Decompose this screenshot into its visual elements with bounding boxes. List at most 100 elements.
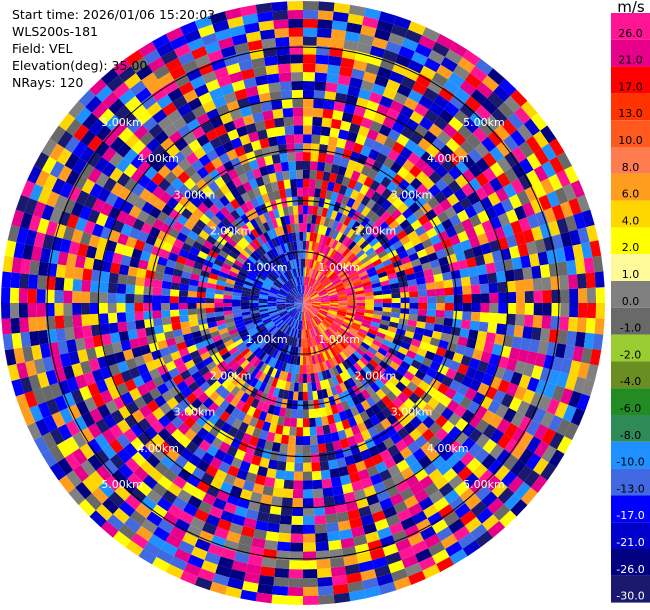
velocity-gate xyxy=(269,311,279,316)
velocity-gate xyxy=(277,532,291,543)
velocity-gate xyxy=(62,198,76,214)
velocity-gate xyxy=(310,143,320,153)
velocity-gate xyxy=(347,85,361,98)
velocity-gate xyxy=(45,369,59,386)
velocity-gate xyxy=(516,190,531,206)
velocity-gate xyxy=(438,504,455,520)
velocity-gate xyxy=(427,396,440,410)
velocity-gate xyxy=(408,570,426,585)
velocity-gate xyxy=(375,206,387,218)
velocity-gate xyxy=(480,351,492,364)
velocity-gate xyxy=(532,315,543,329)
velocity-gate xyxy=(104,475,121,492)
velocity-gate xyxy=(338,129,349,140)
velocity-gate xyxy=(543,354,555,370)
velocity-gate xyxy=(576,393,591,412)
velocity-gate xyxy=(303,436,311,446)
velocity-gate xyxy=(295,364,300,374)
velocity-gate xyxy=(112,58,131,76)
velocity-gate xyxy=(229,396,241,408)
velocity-gate xyxy=(325,236,332,247)
velocity-gate xyxy=(296,276,300,286)
velocity-gate xyxy=(279,288,289,295)
velocity-gate xyxy=(15,194,30,213)
velocity-gate xyxy=(371,160,383,173)
velocity-gate xyxy=(323,217,331,227)
velocity-gate xyxy=(385,267,396,276)
velocity-gate xyxy=(298,294,303,303)
velocity-gate xyxy=(419,65,437,80)
velocity-gate xyxy=(225,382,236,393)
velocity-gate xyxy=(362,338,373,347)
velocity-gate xyxy=(233,259,244,268)
velocity-gate xyxy=(303,303,311,308)
velocity-gate xyxy=(303,143,312,153)
velocity-gate xyxy=(186,344,198,354)
velocity-gate xyxy=(349,271,359,279)
velocity-gate xyxy=(153,271,164,281)
velocity-gate xyxy=(128,366,141,379)
velocity-gate xyxy=(332,182,342,194)
velocity-gate xyxy=(505,358,518,372)
velocity-gate xyxy=(141,518,158,534)
velocity-gate xyxy=(481,491,498,508)
velocity-gate xyxy=(271,218,279,229)
velocity-gate xyxy=(151,86,168,102)
velocity-gate xyxy=(280,263,287,273)
velocity-gate xyxy=(374,564,391,578)
velocity-gate xyxy=(286,296,295,301)
velocity-gate xyxy=(532,182,547,199)
velocity-gate xyxy=(391,173,404,186)
velocity-gate xyxy=(273,162,283,173)
velocity-gate xyxy=(303,303,305,312)
velocity-gate xyxy=(541,428,557,446)
velocity-gate xyxy=(286,316,293,325)
velocity-gate xyxy=(420,202,433,215)
velocity-gate xyxy=(129,257,140,268)
velocity-gate xyxy=(382,339,393,348)
velocity-gate xyxy=(144,214,157,227)
velocity-gate xyxy=(72,303,82,316)
velocity-gate xyxy=(260,289,270,294)
velocity-gate xyxy=(238,59,254,72)
velocity-gate xyxy=(314,81,327,91)
velocity-gate xyxy=(518,448,534,465)
velocity-gate xyxy=(454,87,471,103)
velocity-gate xyxy=(267,295,277,299)
range-ring xyxy=(97,97,509,509)
velocity-gate xyxy=(293,337,298,347)
velocity-gate xyxy=(303,418,310,428)
velocity-gate xyxy=(160,49,178,65)
velocity-gate xyxy=(365,385,376,397)
velocity-gate xyxy=(369,179,381,192)
velocity-gate xyxy=(422,27,441,42)
velocity-gate xyxy=(66,377,80,393)
velocity-gate xyxy=(270,358,278,368)
velocity-gate xyxy=(311,300,321,303)
velocity-gate xyxy=(303,303,311,309)
velocity-gate xyxy=(445,541,463,557)
velocity-gate xyxy=(349,231,359,241)
velocity-gate xyxy=(165,27,184,42)
velocity-gate xyxy=(377,271,388,279)
velocity-gate xyxy=(396,166,410,179)
velocity-gate xyxy=(178,435,192,448)
velocity-gate xyxy=(289,560,303,570)
velocity-gate xyxy=(205,513,221,527)
velocity-gate xyxy=(317,371,324,382)
velocity-gate xyxy=(522,201,536,218)
velocity-gate xyxy=(117,321,128,333)
velocity-gate xyxy=(378,429,391,442)
velocity-gate xyxy=(290,327,295,337)
velocity-gate xyxy=(258,502,272,514)
velocity-gate xyxy=(102,459,119,476)
velocity-gate xyxy=(41,138,58,157)
velocity-gate xyxy=(169,309,180,317)
velocity-gate xyxy=(347,416,358,428)
velocity-gate xyxy=(257,466,268,477)
velocity-gate xyxy=(258,184,268,196)
velocity-gate xyxy=(165,57,183,73)
velocity-gate xyxy=(388,522,405,536)
velocity-gate xyxy=(310,294,319,299)
velocity-gate xyxy=(532,407,547,424)
